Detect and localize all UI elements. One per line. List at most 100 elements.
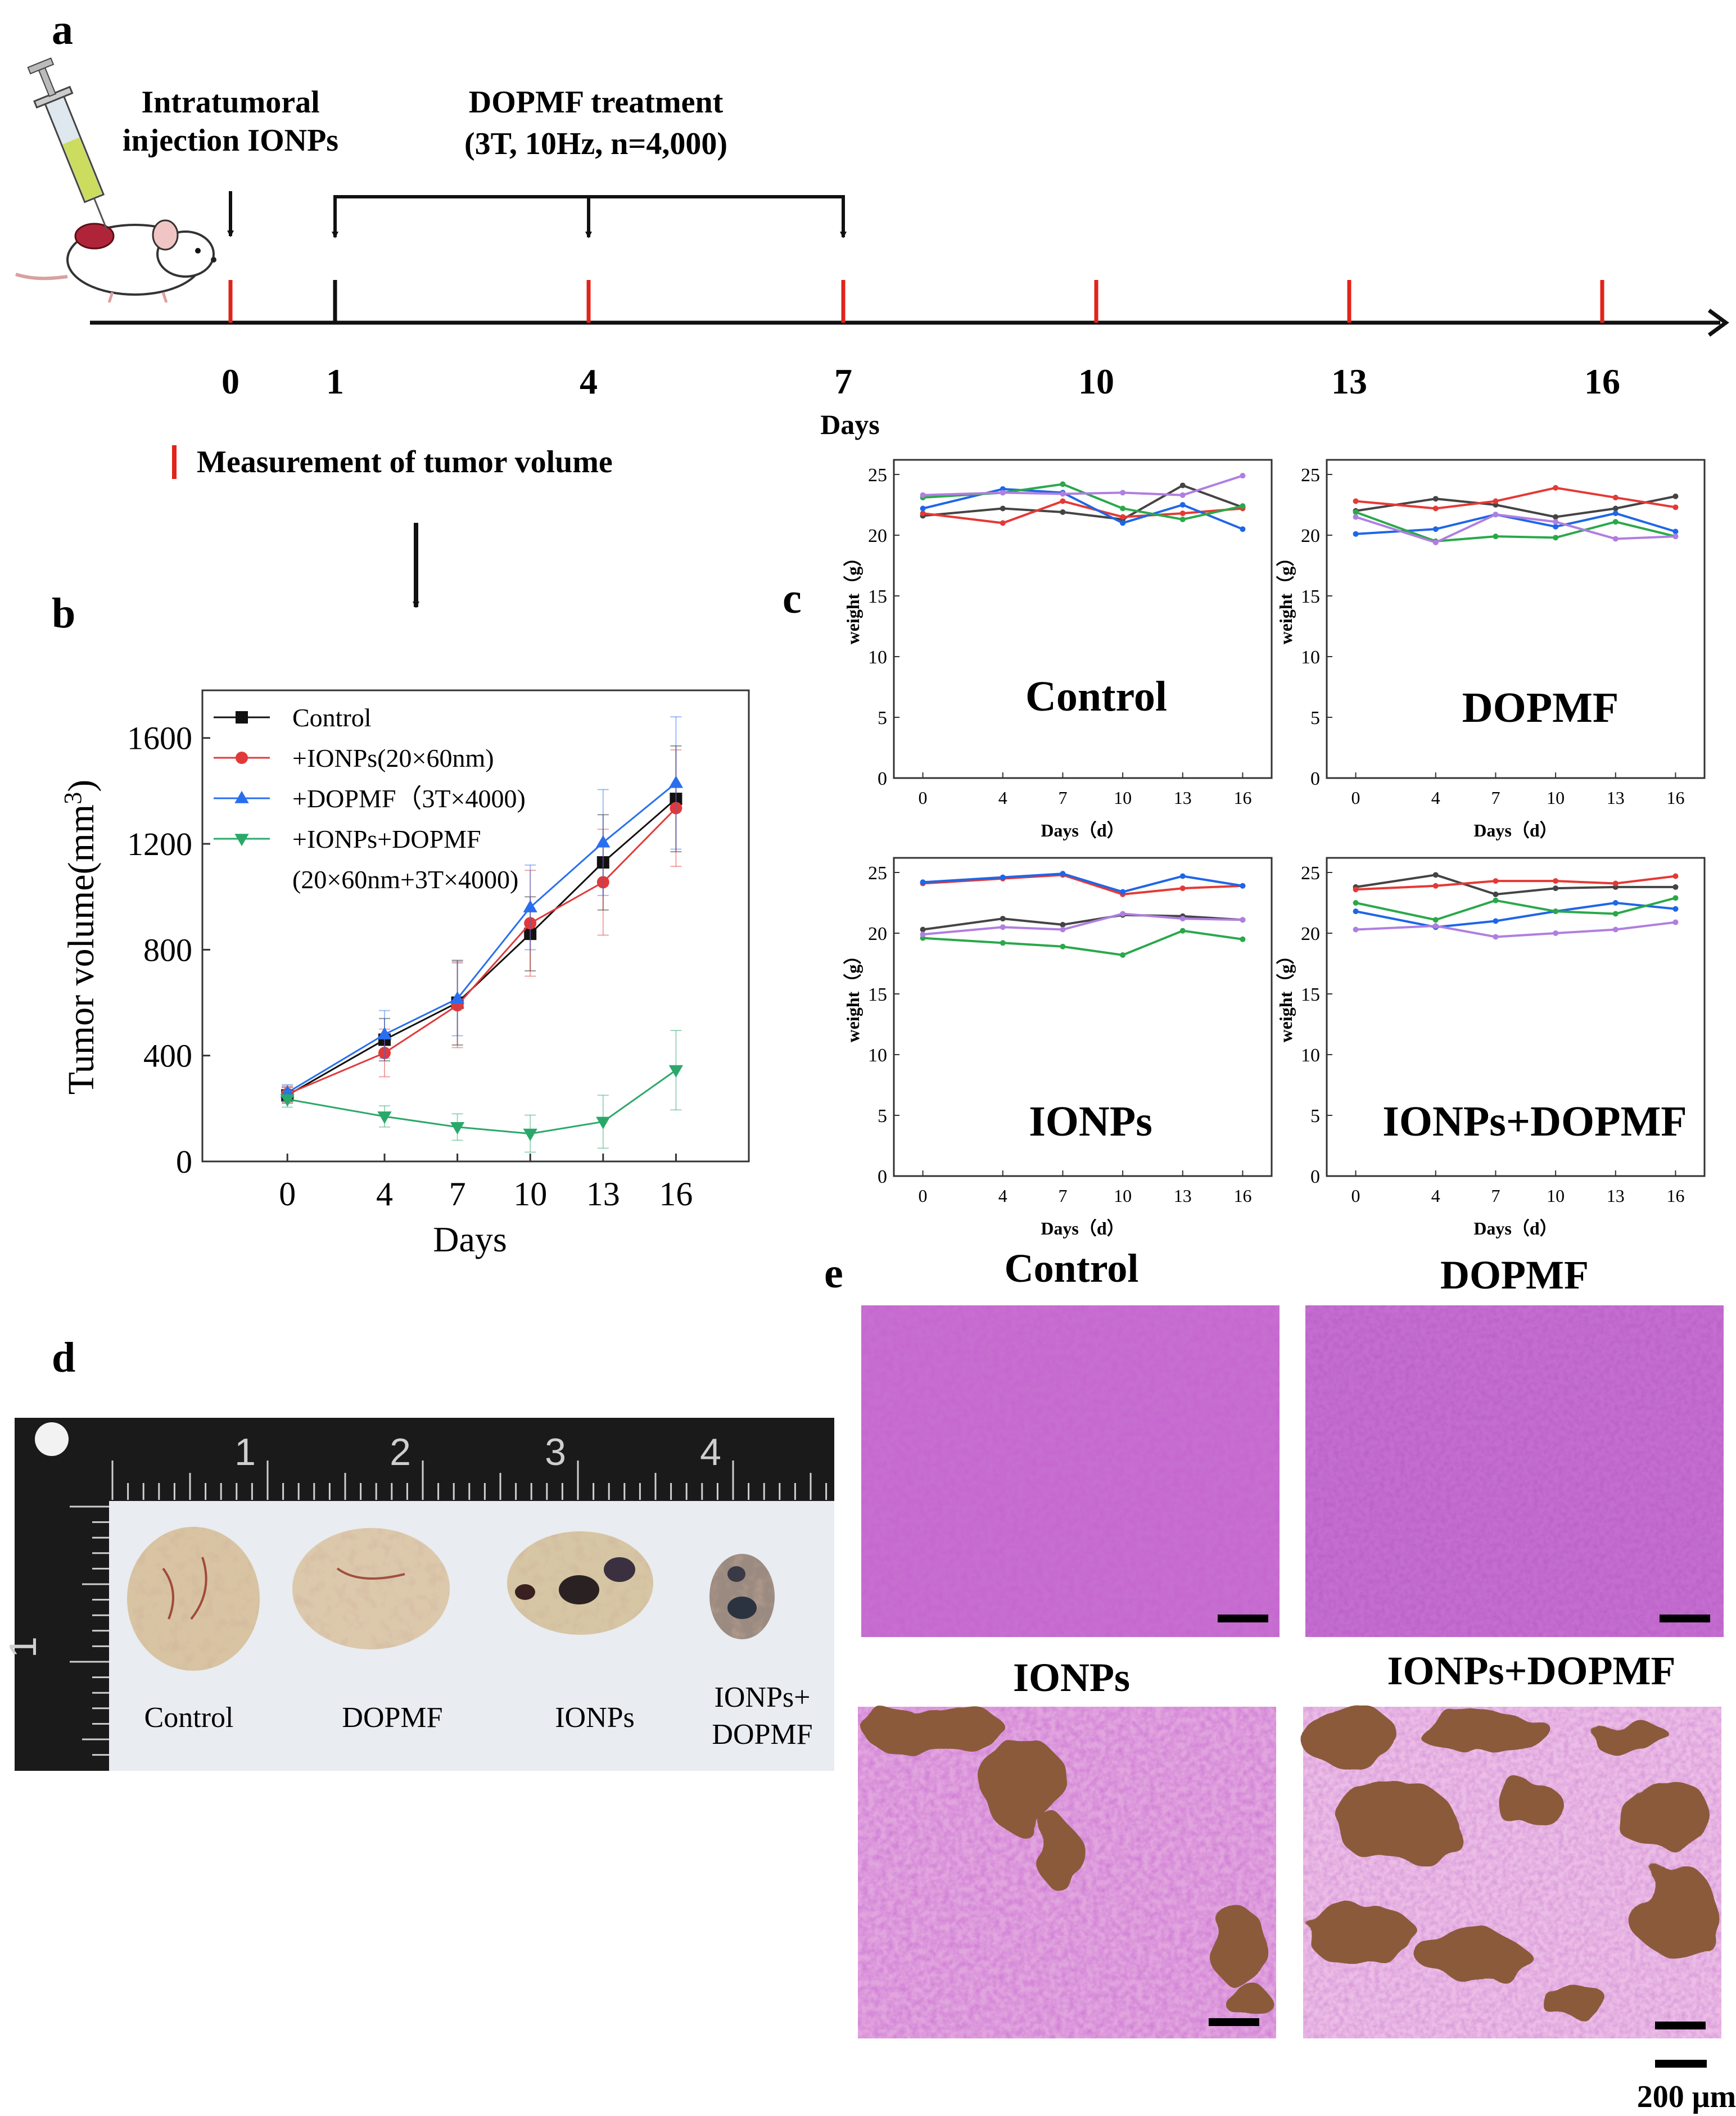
plot-frame	[1326, 459, 1706, 779]
legend-marker	[234, 834, 249, 847]
y-tick-label: 5	[878, 1106, 887, 1127]
data-point	[1672, 906, 1679, 912]
data-point	[1179, 873, 1186, 879]
data-point	[1179, 482, 1186, 489]
mouse-tail	[15, 273, 68, 281]
y-tick-label: 5	[1310, 1106, 1320, 1127]
scale-bar-legend	[1655, 2060, 1707, 2068]
timeline-day-label-7: 7	[834, 361, 852, 401]
data-point	[1353, 531, 1359, 537]
data-point	[1432, 923, 1439, 929]
chart-title: Control	[1025, 673, 1167, 720]
y-tick-label: 0	[878, 1166, 887, 1187]
y-tick-label: 15	[868, 984, 887, 1005]
y-tick-label: 15	[868, 586, 887, 607]
series-line	[1355, 875, 1676, 891]
data-point	[1179, 928, 1186, 934]
histology-image-dopmf	[1305, 1305, 1724, 1637]
data-point	[1353, 900, 1359, 906]
legend-marker	[236, 711, 248, 724]
y-tick-label: 5	[878, 708, 887, 729]
y-axis-label: weight（g）	[843, 549, 863, 645]
x-tick-label: 7	[1058, 788, 1067, 808]
y-axis-label: Tumor volume(mm3)	[59, 780, 102, 1095]
timeline-arrows	[227, 191, 847, 238]
data-point	[1000, 924, 1006, 930]
x-tick-label: 4	[1431, 1186, 1440, 1206]
data-point	[450, 1122, 465, 1134]
legend-label: Control	[292, 703, 372, 732]
data-point	[1432, 526, 1439, 532]
weight-control-chart: 0 5 10 15 20 25 0 4 7 10 13 16 Days（d） weight（g） Contr…	[843, 459, 1273, 840]
data-point	[1353, 926, 1359, 933]
treatment-label-line2: (3T, 10Hz, n=4,000)	[464, 126, 727, 161]
y-tick-label: 0	[176, 1143, 192, 1180]
scale-bar-dopmf	[1660, 1615, 1710, 1622]
histology-title-control: Control	[1005, 1246, 1139, 1291]
timeline-day-label-13: 13	[1331, 361, 1367, 401]
data-point	[1179, 516, 1186, 522]
data-point	[1353, 498, 1359, 504]
injection-label-line1: Intratumoral	[141, 85, 319, 120]
legend-label: +IONPs(20×60nm)	[292, 744, 494, 772]
y-tick-label: 15	[1301, 984, 1320, 1005]
data-point	[1120, 514, 1126, 520]
x-tick-label: 7	[1058, 1186, 1067, 1206]
x-tick-label: 13	[1607, 788, 1625, 808]
series-line	[1355, 511, 1676, 542]
weight-series-3	[920, 928, 1246, 958]
data-point	[1553, 485, 1559, 491]
data-point	[1553, 519, 1559, 525]
panel-a: a Intratumoral injection IONPs DOPMF tre…	[15, 6, 1729, 608]
weight-series-1	[1353, 873, 1679, 893]
x-tick-label: 10	[1114, 788, 1132, 808]
data-point	[1672, 884, 1679, 890]
x-tick-label: 13	[586, 1175, 620, 1213]
data-point	[1493, 498, 1499, 504]
x-tick-label: 0	[1351, 788, 1360, 808]
data-point	[378, 1046, 391, 1059]
timeline-axis-arrowhead	[1707, 309, 1729, 337]
data-point	[1432, 505, 1439, 512]
photo-label-control: Control	[144, 1702, 234, 1734]
panel-label-a: a	[52, 6, 73, 53]
photo-label-dopmf: DOPMF	[342, 1702, 442, 1734]
panel-label-d: d	[52, 1334, 75, 1381]
data-point	[670, 793, 682, 806]
data-point	[1493, 533, 1499, 540]
data-point	[1432, 883, 1439, 889]
weight-series-1	[920, 872, 1246, 897]
series-line	[287, 798, 677, 1096]
data-point	[920, 510, 926, 517]
ruler-hole	[35, 1422, 69, 1456]
weight-series-4	[1353, 919, 1679, 940]
x-tick-label: 16	[1666, 788, 1684, 808]
weight-charts: 0 5 10 15 20 25 0 4 7 10 13 16 Days（d） weight（g） Contr…	[843, 459, 1706, 1238]
x-axis-label: Days	[433, 1219, 507, 1259]
y-tick-label: 10	[868, 647, 887, 668]
y-tick-label: 800	[143, 932, 192, 968]
data-point	[1240, 473, 1246, 479]
histology-image-ionps	[858, 1707, 1276, 2038]
data-point	[1672, 533, 1679, 540]
data-point	[1612, 900, 1619, 906]
x-axis-label: Days（d）	[1473, 1218, 1557, 1238]
data-point	[1179, 916, 1186, 922]
y-tick-label: 20	[868, 924, 887, 944]
photo-label-ionps-plus: IONPs+	[715, 1681, 811, 1713]
series-line	[287, 807, 677, 1095]
data-point	[596, 856, 609, 869]
y-axis-label-close: )	[61, 780, 102, 792]
weight-series-3	[1353, 895, 1679, 923]
panel-c: c 0 5 10 15 20 25 0 4 7 10 13 16 Days（d） weight（g） Con…	[783, 459, 1706, 1238]
data-point	[1493, 512, 1499, 518]
x-tick-label: 0	[919, 1186, 928, 1206]
data-point	[1240, 503, 1246, 509]
panel-label-e: e	[824, 1250, 843, 1297]
data-point	[377, 1111, 392, 1124]
legend: Control +IONPs(20×60nm) +DOPMF（3T×4000) +IO…	[214, 703, 526, 894]
x-tick-label: 13	[1607, 1186, 1625, 1206]
scale-bar-control	[1218, 1615, 1268, 1622]
ruler-number-2: 2	[390, 1431, 411, 1473]
